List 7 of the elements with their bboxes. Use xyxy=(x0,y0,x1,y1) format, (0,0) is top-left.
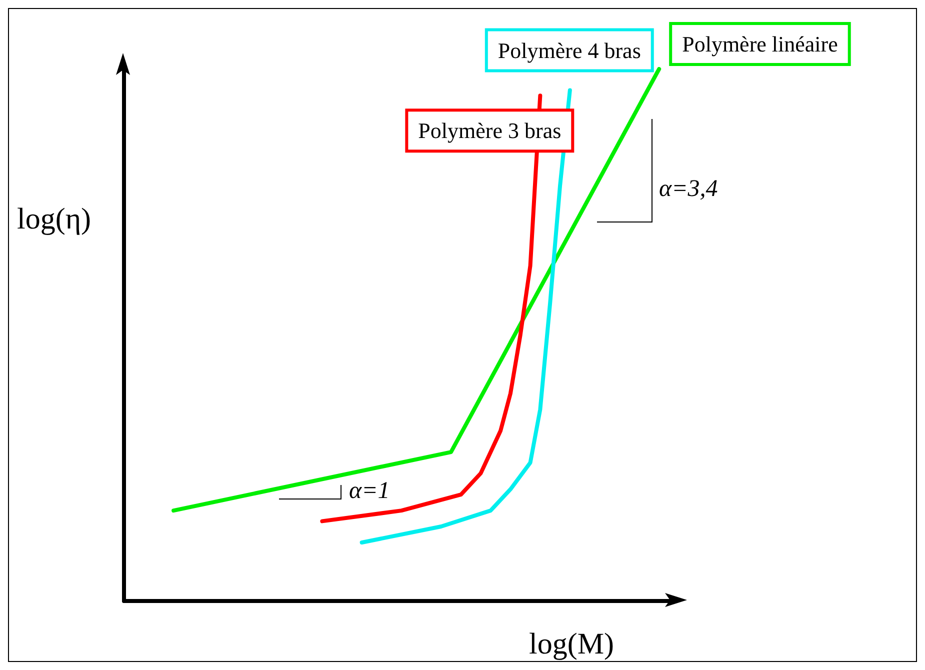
annotation: α=1 xyxy=(349,478,390,504)
series-label: Polymère linéaire xyxy=(682,32,838,56)
annotation: α=3,4 xyxy=(659,176,718,202)
x-axis-title: log(M) xyxy=(529,628,614,660)
series-label: Polymère 4 bras xyxy=(498,38,641,63)
y-axis-title: log(η) xyxy=(17,202,92,236)
series-label: Polymère 3 bras xyxy=(418,118,562,144)
